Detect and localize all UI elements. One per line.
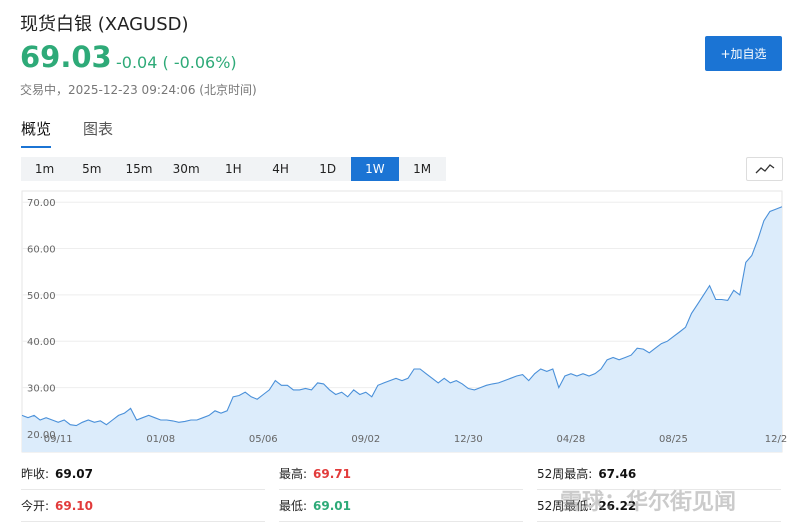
stat: 52周最高: 67.46	[537, 465, 636, 482]
divider	[21, 521, 265, 522]
stat: 最高: 69.71	[279, 465, 351, 482]
y-tick-label: 70.00	[27, 198, 56, 209]
y-tick-label: 60.00	[27, 245, 56, 256]
range-button[interactable]: 1M	[413, 162, 432, 176]
stat: 今开: 69.10	[21, 497, 93, 514]
stat-value: 67.46	[598, 467, 637, 481]
range-button[interactable]: 5m	[82, 162, 102, 176]
x-tick-label: 12/30	[454, 434, 483, 445]
stat-value: 26.22	[598, 499, 637, 513]
chart-type-button[interactable]	[746, 157, 783, 181]
x-tick-label: 09/11	[44, 434, 73, 445]
price: 69.03	[20, 40, 112, 74]
stat: 最低: 69.01	[279, 497, 351, 514]
stat-label: 52周最高:	[537, 467, 593, 481]
divider	[537, 521, 781, 522]
area	[22, 206, 782, 452]
x-tick-label: 01/08	[146, 434, 175, 445]
stat-value: 69.07	[55, 467, 94, 481]
change: -0.04 ( -0.06%)	[116, 53, 237, 72]
divider	[21, 489, 265, 490]
x-tick-label: 09/02	[351, 434, 380, 445]
divider	[537, 489, 781, 490]
stat-value: 69.01	[313, 499, 352, 513]
stat-label: 今开:	[21, 499, 50, 513]
stat-label: 昨收:	[21, 467, 50, 481]
title: 现货白银 (XAGUSD)	[20, 14, 189, 35]
stat: 昨收: 69.07	[21, 465, 93, 482]
tab[interactable]: 图表	[83, 120, 114, 138]
x-tick-label: 04/28	[556, 434, 585, 445]
icon	[755, 164, 775, 174]
y-tick-label: 40.00	[27, 337, 56, 348]
range-button[interactable]: 1D	[319, 162, 337, 176]
range-button[interactable]: 4H	[272, 162, 289, 176]
range-button[interactable]: 30m	[172, 162, 200, 176]
stat-label: 最高:	[279, 467, 308, 481]
status: 交易中，2025-12-23 09:24:06 (北京时间)	[20, 83, 257, 97]
x-tick-label: 12/2	[765, 434, 787, 445]
x-tick-label: 05/06	[249, 434, 278, 445]
divider	[279, 489, 523, 490]
range-bar: 1m 5m 15m 30m 1H 4H 1D 1W 1M	[21, 157, 446, 181]
stat-value: 69.10	[55, 499, 94, 513]
stat-value: 69.71	[313, 467, 352, 481]
chart: 20.00 30.00 40.00 50.00 60.00 70.00 09/11 01/08…	[21, 190, 787, 453]
stat: 52周最低: 26.22	[537, 497, 636, 514]
tab[interactable]: 概览	[21, 118, 52, 148]
add-watchlist-button[interactable]: +加自选	[705, 36, 782, 71]
y-tick-label: 20.00	[27, 430, 56, 441]
y-tick-label: 50.00	[27, 291, 56, 302]
watermark: 雪球：华尔街见闻	[560, 490, 737, 515]
range-button[interactable]: 15m	[125, 162, 153, 176]
line	[21, 206, 783, 427]
range-button[interactable]: 1W	[351, 157, 399, 181]
stat-label: 52周最低:	[537, 499, 593, 513]
range-button[interactable]: 1H	[225, 162, 242, 176]
y-tick-label: 30.00	[27, 384, 56, 395]
x-tick-label: 08/25	[659, 434, 688, 445]
stat-label: 最低:	[279, 499, 308, 513]
range-button[interactable]: 1m	[34, 162, 55, 176]
divider	[279, 521, 523, 522]
